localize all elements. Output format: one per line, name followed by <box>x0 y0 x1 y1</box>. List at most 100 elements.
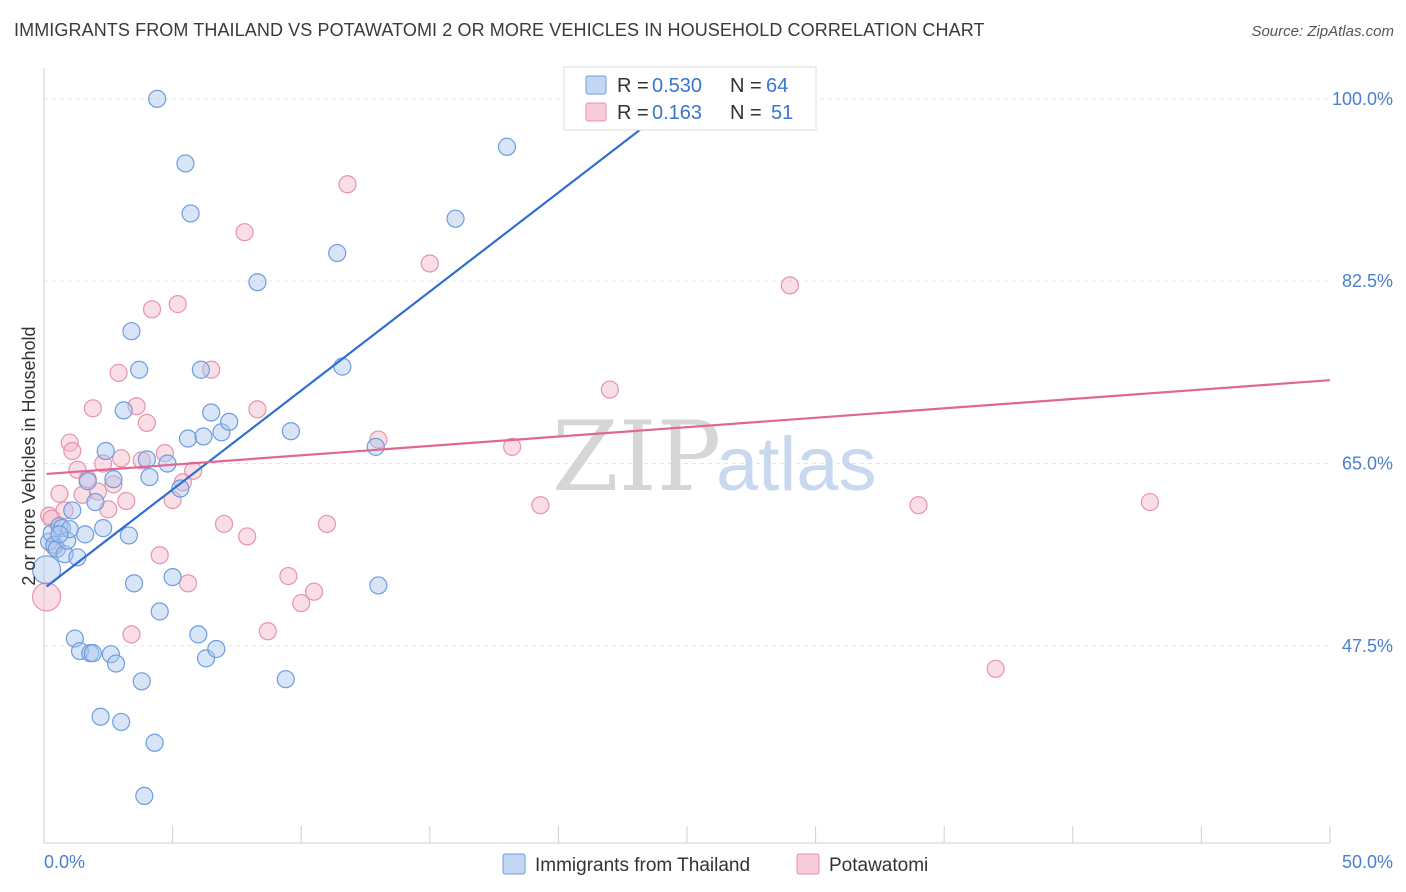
point-potawatomi <box>531 496 550 515</box>
point-potawatomi <box>238 527 257 546</box>
point-potawatomi <box>986 659 1005 678</box>
axes <box>43 68 1331 844</box>
legend-r-value-thailand: 0.530 <box>652 75 702 97</box>
point-thailand <box>94 519 113 538</box>
point-thailand <box>150 602 169 621</box>
point-thailand <box>497 137 517 156</box>
point-thailand <box>194 427 213 446</box>
trendline-thailand <box>45 92 688 588</box>
point-potawatomi <box>338 175 357 194</box>
point-thailand <box>276 670 295 689</box>
point-thailand <box>114 401 133 420</box>
point-thailand <box>132 672 151 691</box>
x-tick-label-max: 50.0% <box>1342 852 1393 872</box>
watermark-atlas: atlas <box>716 422 877 507</box>
point-thailand <box>248 273 267 292</box>
point-thailand <box>130 360 149 379</box>
x-tick-labels: 0.0% 50.0% <box>44 852 1393 872</box>
bottom-legend-swatch-potawatomi <box>796 853 820 875</box>
point-potawatomi <box>155 444 174 463</box>
y-tick-label: 47.5% <box>1342 636 1393 656</box>
point-potawatomi <box>600 380 619 399</box>
point-potawatomi <box>117 491 136 511</box>
point-potawatomi <box>503 437 522 456</box>
point-thailand <box>181 204 200 223</box>
point-potawatomi <box>31 582 62 612</box>
watermark-zip: ZIP <box>552 401 721 513</box>
legend-n-value-thailand: 64 <box>766 75 788 97</box>
point-thailand <box>191 360 210 379</box>
point-thailand <box>207 639 226 659</box>
point-potawatomi <box>168 295 187 314</box>
legend-r-label-potawatomi: R = <box>617 102 649 124</box>
point-potawatomi <box>150 546 169 565</box>
point-thailand <box>202 403 221 422</box>
point-thailand <box>446 209 465 228</box>
bottom-legend-label-thailand: Immigrants from Thailand <box>535 855 750 876</box>
point-potawatomi <box>317 514 337 534</box>
point-potawatomi <box>909 496 928 515</box>
point-thailand <box>50 525 69 544</box>
legend-n-label-potawatomi: N = <box>730 102 762 124</box>
source-label: Source: ZipAtlas.com <box>1251 23 1394 40</box>
point-thailand <box>163 567 182 587</box>
point-thailand <box>333 357 352 376</box>
watermark: ZIP atlas <box>552 401 877 513</box>
point-thailand <box>176 154 195 173</box>
trendlines <box>45 92 1331 588</box>
point-potawatomi <box>63 441 82 461</box>
point-thailand <box>78 472 97 491</box>
point-potawatomi <box>104 475 123 494</box>
point-potawatomi <box>178 574 198 593</box>
legend: R = 0.530 N = 64 R = 0.163 N = 51 <box>563 66 817 131</box>
legend-r-value-potawatomi: 0.163 <box>652 102 702 124</box>
point-thailand <box>140 467 159 487</box>
point-thailand <box>220 412 239 431</box>
point-thailand <box>124 574 144 593</box>
point-potawatomi <box>279 566 298 586</box>
point-thailand <box>145 733 164 752</box>
point-thailand <box>63 501 82 520</box>
point-potawatomi <box>137 413 156 432</box>
point-thailand <box>148 89 167 108</box>
legend-r-label-thailand: R = <box>617 75 649 97</box>
point-thailand <box>31 555 62 585</box>
point-thailand <box>328 243 347 263</box>
point-thailand <box>86 492 105 512</box>
y-tick-label: 100.0% <box>1332 89 1393 109</box>
point-thailand <box>119 526 138 545</box>
point-potawatomi <box>142 300 162 319</box>
point-potawatomi <box>420 254 439 273</box>
y-tick-labels: 47.5% 65.0% 82.5% 100.0% <box>1332 89 1393 656</box>
y-tick-label: 65.0% <box>1342 454 1393 474</box>
point-potawatomi <box>292 594 311 613</box>
point-thailand <box>171 479 190 498</box>
series-thailand-points <box>31 86 671 806</box>
point-potawatomi <box>214 514 234 534</box>
point-thailand <box>178 429 198 448</box>
point-potawatomi <box>258 622 277 641</box>
point-thailand <box>158 454 177 473</box>
point-potawatomi <box>235 223 254 242</box>
point-potawatomi <box>122 625 141 644</box>
legend-n-label-thailand: N = <box>730 75 762 97</box>
y-tick-label: 82.5% <box>1342 271 1393 291</box>
point-potawatomi <box>1140 492 1160 512</box>
point-thailand <box>106 654 126 673</box>
point-potawatomi <box>248 400 267 419</box>
point-thailand <box>101 645 120 664</box>
gridlines <box>44 98 1330 647</box>
bottom-legend-swatch-thailand <box>502 853 526 875</box>
point-thailand <box>366 437 385 456</box>
point-thailand <box>369 576 388 595</box>
point-potawatomi <box>109 363 128 382</box>
point-potawatomi <box>369 430 388 449</box>
point-potawatomi <box>184 461 203 480</box>
series-potawatomi-points <box>31 175 1160 678</box>
bottom-legend: Immigrants from Thailand Potawatomi <box>502 853 928 876</box>
point-potawatomi <box>112 449 131 468</box>
point-potawatomi <box>202 360 221 379</box>
point-thailand <box>189 625 208 644</box>
point-potawatomi <box>50 484 69 503</box>
